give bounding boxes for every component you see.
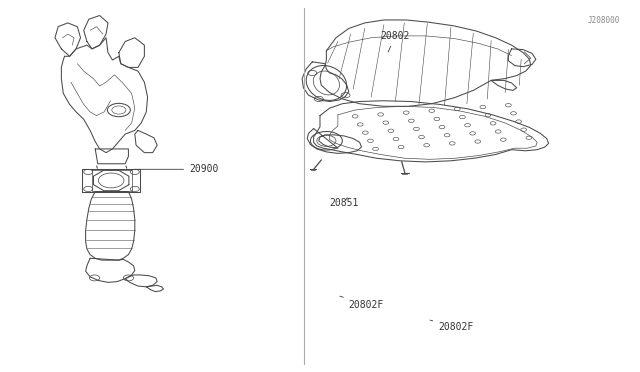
Text: 20802F: 20802F: [340, 296, 384, 310]
Text: 20851: 20851: [330, 198, 359, 208]
Text: 20802: 20802: [381, 31, 410, 52]
Text: 20900: 20900: [134, 164, 218, 174]
Text: 20802F: 20802F: [430, 320, 474, 332]
Text: J208000: J208000: [588, 16, 620, 25]
